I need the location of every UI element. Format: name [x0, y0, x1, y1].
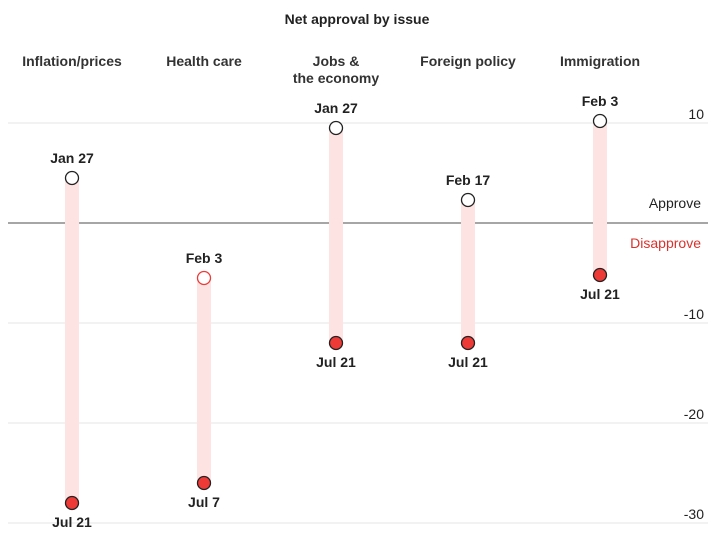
end-date-label: Jul 21 [316, 354, 356, 370]
start-dot [592, 113, 608, 129]
y-tick-label: 10 [688, 106, 704, 122]
end-date-label: Jul 7 [188, 494, 220, 510]
end-date-label: Jul 21 [448, 354, 488, 370]
y-tick-label: -20 [684, 406, 704, 422]
approve-label: Approve [649, 195, 701, 211]
category-label: Inflation/prices [22, 53, 122, 69]
range-band [65, 178, 79, 503]
range-band [329, 128, 343, 343]
chart-title: Net approval by issue [285, 11, 430, 27]
end-date-label: Jul 21 [52, 514, 92, 530]
range-band [197, 278, 211, 483]
y-tick-label: -30 [684, 506, 704, 522]
end-dot [592, 267, 608, 283]
y-tick-label: -10 [684, 306, 704, 322]
start-dot [328, 120, 344, 136]
start-date-label: Feb 3 [186, 250, 223, 266]
grid-layer: 10 -10 -20 -30 Approve Disapprove [8, 106, 708, 524]
start-date-label: Jan 27 [314, 100, 358, 116]
range-dots [64, 113, 608, 511]
category-label: the economy [293, 70, 380, 86]
category-label: Foreign policy [420, 53, 516, 69]
category-labels: Inflation/prices Health care Jobs &the eco… [22, 53, 640, 86]
start-date-label: Feb 17 [446, 172, 491, 188]
end-date-label: Jul 21 [580, 286, 620, 302]
start-dot [460, 192, 476, 208]
end-dot [460, 335, 476, 351]
start-dot [64, 170, 80, 186]
category-label: Health care [166, 53, 242, 69]
category-label: Jobs & [313, 53, 360, 69]
point-labels: Jan 27 Jul 21 Feb 3 Jul 7 Jan 27 Jul 21 Feb 17… [50, 93, 620, 530]
range-bands [65, 121, 607, 503]
start-date-label: Jan 27 [50, 150, 94, 166]
disapprove-label: Disapprove [630, 235, 701, 251]
start-date-label: Feb 3 [582, 93, 619, 109]
end-dot [328, 335, 344, 351]
category-label: Immigration [560, 53, 640, 69]
range-band [593, 121, 607, 275]
start-dot [196, 270, 212, 286]
range-band [461, 200, 475, 343]
end-dot [64, 495, 80, 511]
end-dot [196, 475, 212, 491]
